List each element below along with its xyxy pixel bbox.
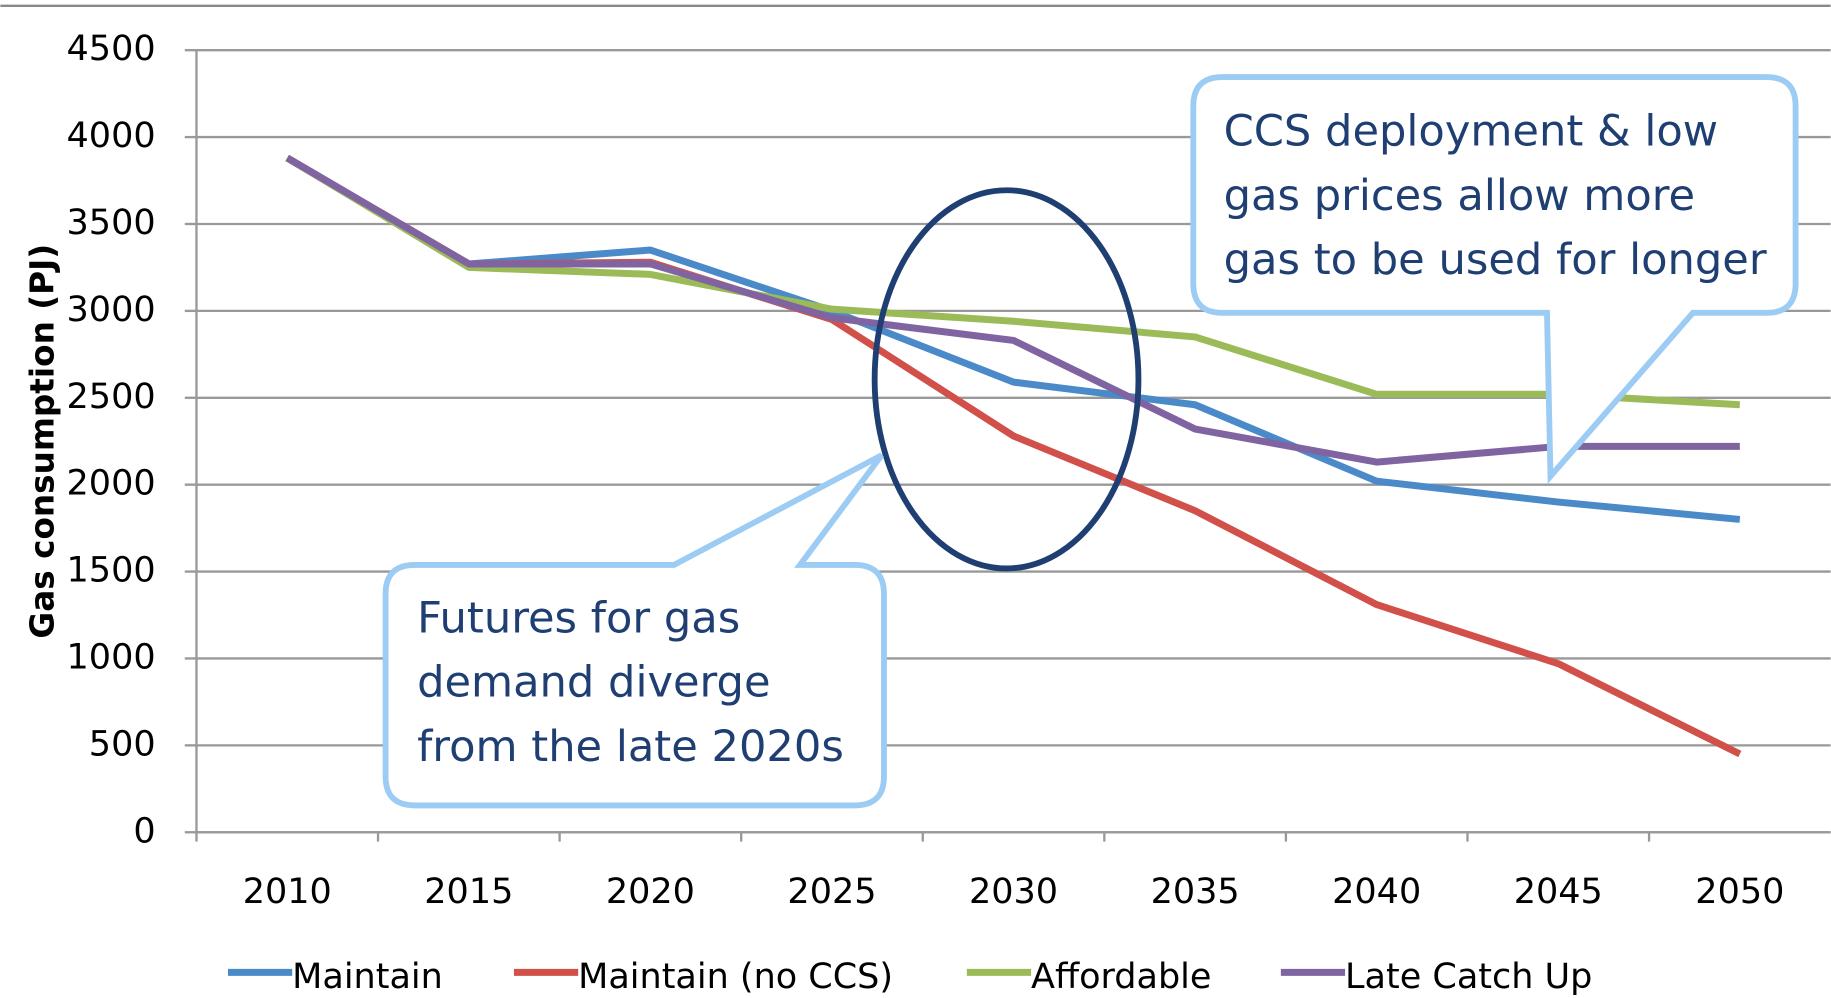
legend-label: Maintain [292, 957, 443, 997]
annotation-text: demand diverge [417, 658, 770, 708]
highlight-ellipse [871, 187, 1142, 572]
annotation-text: gas to be used for longer [1224, 235, 1767, 285]
x-tick-label: 2020 [606, 872, 695, 912]
x-tick-label: 2040 [1332, 872, 1421, 912]
series-line [285, 154, 1741, 409]
y-tick-label: 0 [133, 811, 155, 851]
x-tick-label: 2010 [243, 872, 332, 912]
y-tick-label: 3500 [67, 203, 156, 243]
y-tick-label: 4500 [67, 29, 156, 69]
y-tick-label: 2500 [67, 377, 156, 417]
annotation-text: from the late 2020s [417, 722, 844, 772]
x-tick-label: 2030 [969, 872, 1058, 912]
y-tick-label: 1000 [67, 637, 156, 677]
x-tick-label: 2050 [1695, 872, 1784, 912]
annotations: CCS deployment & low gas prices allow mor… [417, 107, 1767, 772]
series-line [285, 154, 1741, 523]
y-tick-label: 4000 [67, 116, 156, 156]
legend-label: Maintain (no CCS) [578, 957, 893, 997]
callout [382, 452, 887, 809]
y-tick-label: 1500 [67, 551, 156, 591]
y-tick-label: 2000 [67, 464, 156, 504]
y-axis-label: Gas consumption (PJ) [24, 244, 62, 639]
x-tick-label: 2015 [424, 872, 513, 912]
legend-label: Affordable [1031, 957, 1211, 997]
callout [1190, 74, 1799, 484]
annotation-text: gas prices allow more [1224, 171, 1695, 221]
legend-label: Late Catch Up [1345, 957, 1592, 997]
x-tick-label: 2035 [1151, 872, 1240, 912]
y-tick-label: 500 [89, 724, 156, 764]
legend: Maintain Maintain (no CCS) Affordable Late … [227, 957, 1592, 997]
annotation-text: Futures for gas [417, 593, 740, 643]
series-line [285, 154, 1740, 466]
annotation-text: CCS deployment & low [1224, 107, 1718, 157]
lines [285, 154, 1742, 758]
x-tick-label: 2045 [1514, 872, 1603, 912]
y-tick-label: 3000 [67, 290, 156, 330]
x-tick-label: 2025 [787, 872, 876, 912]
